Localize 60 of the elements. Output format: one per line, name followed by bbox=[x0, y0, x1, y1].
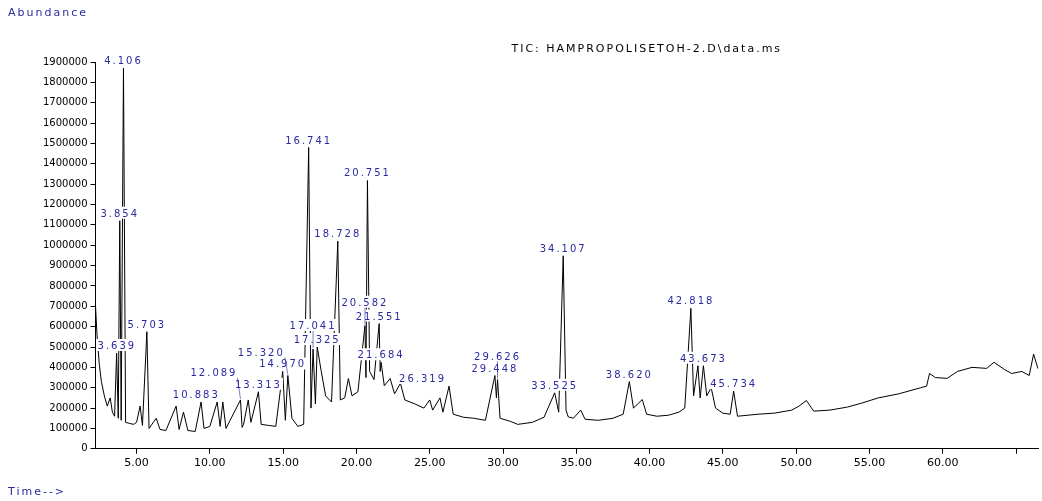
annotation: 26.319 bbox=[399, 373, 447, 385]
annotation: 43.673 bbox=[679, 352, 727, 364]
annotation: 42.818 bbox=[667, 295, 715, 307]
x-tick-label: 50.00 bbox=[780, 456, 812, 470]
annotation: 3.854 bbox=[100, 207, 140, 219]
chart-title: TIC: HAMPROPOLISETOH-2.D\data.ms bbox=[510, 42, 783, 55]
annotation: 38.620 bbox=[605, 368, 653, 380]
y-tick-label: 900000 bbox=[49, 259, 88, 271]
annotation: 16.741 bbox=[285, 134, 333, 146]
annotation: 29.626 bbox=[474, 350, 522, 362]
annotation: 33.525 bbox=[531, 379, 579, 391]
y-tick-label: 1400000 bbox=[42, 157, 88, 169]
y-tick-label: 500000 bbox=[49, 340, 88, 352]
annotation: 4.106 bbox=[104, 55, 143, 67]
y-tick-label: 1700000 bbox=[42, 96, 88, 108]
x-tick-label: 35.00 bbox=[560, 456, 593, 470]
annotation: 15.320 bbox=[237, 346, 285, 358]
x-tick-label: 60.00 bbox=[926, 456, 959, 470]
annotation: 14.970 bbox=[259, 358, 307, 370]
y-tick-label: 300000 bbox=[49, 381, 88, 393]
annotation: 45.734 bbox=[710, 378, 758, 390]
annotation: 17.041 bbox=[289, 320, 337, 332]
x-tick-label: 15.00 bbox=[267, 456, 299, 470]
y-tick-label: 1500000 bbox=[42, 137, 88, 149]
annotation: 34.107 bbox=[539, 242, 587, 254]
y-tick-label: 800000 bbox=[49, 279, 88, 291]
y-tick-label: 200000 bbox=[49, 401, 88, 413]
y-tick-label: 0 bbox=[81, 442, 88, 454]
y-tick-label: 1000000 bbox=[42, 238, 88, 250]
annotation: 21.551 bbox=[355, 310, 403, 322]
y-tick-label: 600000 bbox=[49, 320, 88, 332]
y-tick-label: 1900000 bbox=[42, 55, 88, 67]
x-tick-label: 45.00 bbox=[707, 456, 739, 470]
annotation: 5.703 bbox=[127, 318, 167, 330]
annotation: 13.313 bbox=[234, 378, 282, 390]
annotation: 12.089 bbox=[190, 366, 238, 378]
x-tick-label: 25.00 bbox=[413, 456, 446, 470]
y-tick-label: 1600000 bbox=[42, 116, 88, 128]
x-tick-label: 5.00 bbox=[124, 456, 149, 470]
annotation: 18.728 bbox=[314, 228, 362, 240]
y-tick-label: 1100000 bbox=[42, 218, 88, 230]
annotation: 3.639 bbox=[97, 340, 137, 352]
annotation: 20.582 bbox=[341, 296, 389, 308]
x-tick-label: 40.00 bbox=[633, 456, 666, 470]
y-tick-label: 1800000 bbox=[42, 75, 88, 87]
y-tick-label: 700000 bbox=[49, 299, 88, 311]
y-tick-label: 400000 bbox=[49, 360, 88, 372]
annotation: 21.684 bbox=[357, 349, 405, 361]
x-axis-title: Time--> bbox=[7, 485, 67, 498]
annotation: 10.883 bbox=[172, 388, 220, 400]
x-tick-label: 55.00 bbox=[853, 456, 886, 470]
y-tick-label: 1200000 bbox=[42, 198, 88, 210]
x-tick-label: 30.00 bbox=[487, 456, 519, 470]
x-tick-label: 10.00 bbox=[194, 456, 226, 470]
y-tick-label: 100000 bbox=[49, 422, 88, 434]
y-axis-title: Abundance bbox=[8, 6, 88, 19]
annotation: 20.751 bbox=[343, 167, 391, 179]
x-tick-label: 20.00 bbox=[340, 456, 373, 470]
annotation: 17.325 bbox=[293, 334, 341, 346]
y-tick-label: 1300000 bbox=[42, 177, 88, 189]
